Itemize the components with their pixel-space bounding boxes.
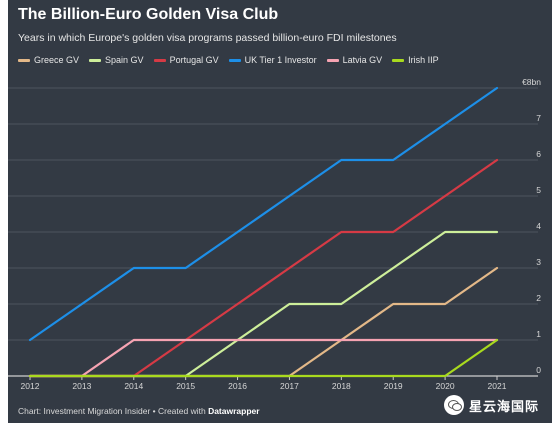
legend-swatch	[153, 58, 166, 62]
y-tick-label: 4	[536, 221, 541, 231]
legend-label: Latvia GV	[342, 55, 383, 65]
chart-title: The Billion-Euro Golden Visa Club	[18, 6, 279, 23]
legend-item: Spain GV	[89, 55, 144, 65]
x-tick-label: 2013	[72, 381, 91, 391]
x-tick-label: 2020	[436, 381, 455, 391]
x-tick-label: 2019	[384, 381, 403, 391]
legend-label: Greece GV	[34, 55, 80, 65]
y-tick-label: 0	[536, 365, 541, 375]
legend: Greece GV Spain GV Portugal GV UK Tier 1 In…	[18, 55, 439, 65]
x-tick-label: 2018	[332, 381, 351, 391]
legend-swatch	[326, 58, 339, 62]
x-tick-label: 2016	[228, 381, 247, 391]
y-tick-label: 6	[536, 149, 541, 159]
legend-item: Latvia GV	[326, 55, 383, 65]
wechat-icon	[444, 395, 464, 415]
y-tick-label: 2	[536, 293, 541, 303]
line-chart-plot: 0 1 2 3 4 5 6 7 €8bn 2012 2013 2014 2015 2016 2017 2018…	[8, 77, 541, 391]
legend-item: Irish IIP	[392, 55, 439, 65]
legend-swatch	[18, 58, 30, 62]
legend-item: UK Tier 1 Investor	[228, 55, 317, 65]
footer-tool: Datawrapper	[208, 406, 260, 416]
legend-label: UK Tier 1 Investor	[244, 55, 317, 65]
chart-subtitle: Years in which Europe's golden visa prog…	[18, 32, 397, 44]
legend-item: Greece GV	[18, 55, 79, 65]
legend-label: Spain GV	[105, 55, 144, 65]
x-tick-label: 2015	[176, 381, 195, 391]
chart-panel: The Billion-Euro Golden Visa Club Years …	[8, 0, 552, 423]
y-tick-label: 3	[536, 257, 541, 267]
x-tick-label: 2012	[21, 381, 40, 391]
legend-label: Portugal GV	[169, 55, 219, 65]
x-tick-label: 2021	[488, 381, 507, 391]
x-tick-label: 2017	[280, 381, 299, 391]
watermark-text: 星云海国际	[469, 398, 540, 414]
watermark: 星云海国际	[444, 395, 539, 415]
series-line	[28, 338, 499, 378]
series-line	[28, 338, 499, 378]
footer-source: Chart: Investment Migration Insider • Cr…	[18, 406, 209, 416]
legend-label: Irish IIP	[408, 55, 439, 65]
series-line	[28, 86, 499, 342]
legend-swatch	[228, 58, 241, 62]
legend-swatch	[89, 58, 102, 62]
y-tick-label: 5	[536, 185, 541, 195]
chart-footer: Chart: Investment Migration Insider • Cr…	[18, 406, 260, 416]
y-tick-label: 7	[536, 113, 541, 123]
y-tick-label: €8bn	[522, 77, 541, 87]
x-tick-label: 2014	[124, 381, 143, 391]
legend-swatch	[392, 58, 405, 62]
legend-item: Portugal GV	[153, 55, 219, 65]
y-tick-label: 1	[536, 329, 541, 339]
